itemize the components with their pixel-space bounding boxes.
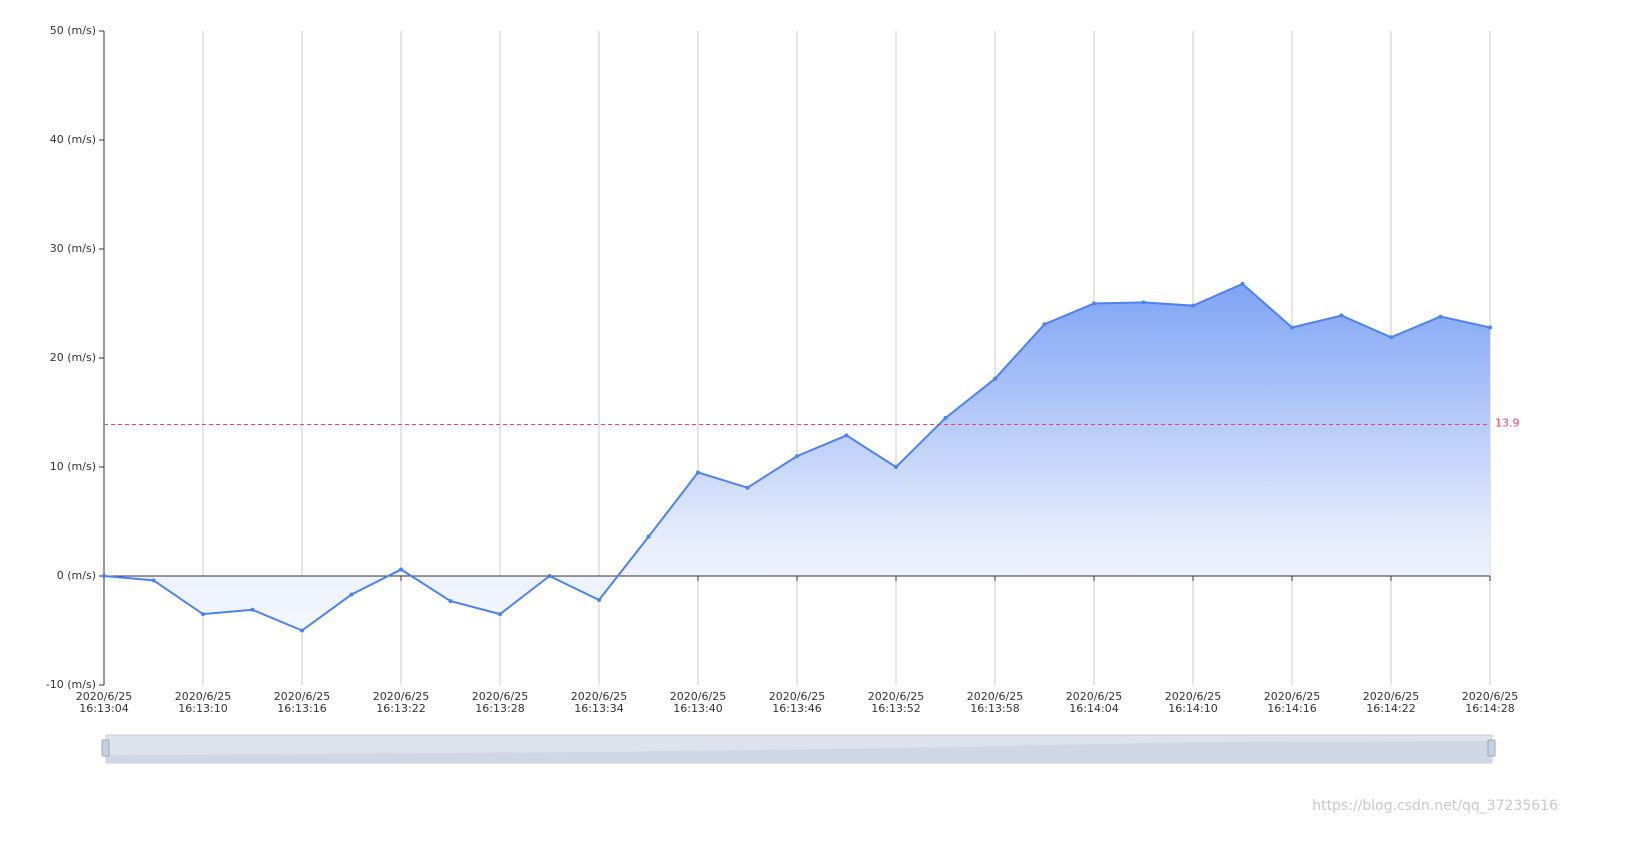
- point: [993, 376, 997, 381]
- point: [1339, 313, 1344, 318]
- point: [547, 574, 552, 578]
- y-tick-label: 0 (m/s): [57, 569, 96, 582]
- x-tick-label: 16:14:22: [1366, 702, 1415, 715]
- point: [498, 612, 502, 617]
- x-tick-label: 2020/6/25: [76, 690, 132, 703]
- point: [1042, 322, 1047, 327]
- zoom-handle[interactable]: [1487, 739, 1496, 757]
- x-tick-label: 2020/6/25: [1264, 690, 1320, 703]
- x-tick-label: 16:14:10: [1168, 702, 1217, 715]
- point: [795, 454, 799, 459]
- point: [696, 470, 700, 475]
- point: [1191, 303, 1195, 308]
- point: [597, 597, 601, 602]
- x-tick-label: 16:13:04: [79, 702, 128, 715]
- zoom-preview: [106, 741, 1492, 763]
- point: [1438, 314, 1443, 319]
- x-tick-label: 2020/6/25: [274, 690, 330, 703]
- watermark: https://blog.csdn.net/qq_37235616: [1312, 798, 1558, 814]
- x-tick-label: 2020/6/25: [769, 690, 825, 703]
- x-tick-label: 16:14:28: [1465, 702, 1514, 715]
- mark-line-label: 13.9: [1495, 416, 1520, 429]
- x-tick-label: 16:13:22: [376, 702, 425, 715]
- point: [201, 612, 205, 617]
- point: [1389, 335, 1393, 340]
- y-tick-label: 40 (m/s): [50, 133, 96, 146]
- x-tick-label: 16:13:16: [277, 702, 326, 715]
- x-tick-label: 2020/6/25: [373, 690, 429, 703]
- x-tick-label: 16:13:46: [772, 702, 821, 715]
- x-tick-label: 2020/6/25: [967, 690, 1023, 703]
- x-tick-label: 16:13:34: [574, 702, 623, 715]
- x-tick-label: 2020/6/25: [571, 690, 627, 703]
- point: [1240, 281, 1245, 286]
- x-tick-label: 16:13:10: [178, 702, 227, 715]
- point: [1141, 300, 1146, 305]
- x-tick-label: 2020/6/25: [1462, 690, 1518, 703]
- point: [399, 567, 403, 572]
- x-tick-label: 16:14:04: [1069, 702, 1118, 715]
- point: [151, 578, 156, 583]
- x-tick-label: 16:13:52: [871, 702, 920, 715]
- point: [102, 574, 106, 578]
- point: [448, 599, 453, 604]
- x-tick-label: 2020/6/25: [1363, 690, 1419, 703]
- y-tick-label: 50 (m/s): [50, 24, 96, 37]
- point: [943, 415, 948, 420]
- point: [349, 592, 354, 597]
- x-tick-label: 2020/6/25: [1165, 690, 1221, 703]
- point: [646, 534, 651, 539]
- point: [250, 607, 255, 612]
- y-tick-label: -10 (m/s): [46, 678, 96, 691]
- y-tick-label: 10 (m/s): [50, 460, 96, 473]
- x-tick-label: 16:13:58: [970, 702, 1019, 715]
- point: [1488, 325, 1492, 330]
- x-tick-label: 16:13:28: [475, 702, 524, 715]
- y-tick-label: 30 (m/s): [50, 242, 96, 255]
- point: [1092, 301, 1096, 306]
- x-tick-label: 2020/6/25: [472, 690, 528, 703]
- point: [844, 433, 849, 438]
- y-tick-label: 20 (m/s): [50, 351, 96, 364]
- x-tick-label: 2020/6/25: [868, 690, 924, 703]
- x-tick-label: 2020/6/25: [1066, 690, 1122, 703]
- x-tick-label: 16:13:40: [673, 702, 722, 715]
- point: [745, 485, 750, 490]
- point: [1290, 325, 1294, 330]
- x-tick-label: 2020/6/25: [175, 690, 231, 703]
- point: [300, 628, 304, 633]
- x-tick-label: 2020/6/25: [670, 690, 726, 703]
- x-tick-label: 16:14:16: [1267, 702, 1316, 715]
- zoom-handle[interactable]: [101, 739, 110, 757]
- point: [894, 465, 898, 469]
